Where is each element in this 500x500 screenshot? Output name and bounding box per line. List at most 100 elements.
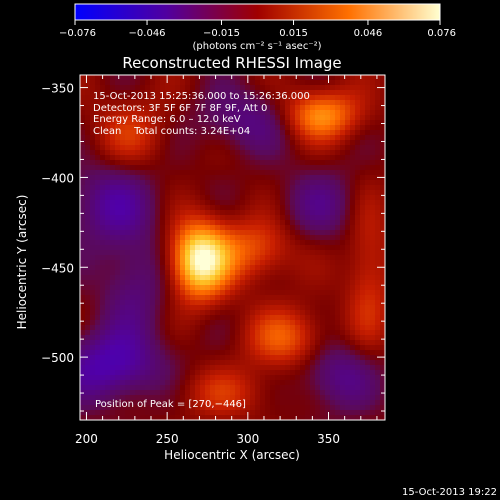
heatmap-cell [140,80,146,86]
heatmap-cell [335,385,341,391]
heatmap-cell [160,165,166,171]
heatmap-cell [155,125,161,131]
heatmap-cell [315,190,321,196]
heatmap-cell [235,365,241,371]
heatmap-cell [370,295,376,301]
heatmap-cell [285,410,291,416]
heatmap-cell [170,285,176,291]
heatmap-cell [260,410,266,416]
heatmap-cell [225,390,231,396]
heatmap-cell [110,120,116,126]
heatmap-cell [285,120,291,126]
heatmap-cell [260,90,266,96]
heatmap-cell [85,150,91,156]
heatmap-cell [285,360,291,366]
heatmap-cell [370,280,376,286]
heatmap-cell [135,95,141,101]
heatmap-cell [190,355,196,361]
heatmap-cell [155,180,161,186]
heatmap-cell [200,410,206,416]
heatmap-cell [125,115,131,121]
heatmap-cell [325,140,331,146]
heatmap-cell [230,195,236,201]
heatmap-cell [160,390,166,396]
heatmap-cell [285,160,291,166]
colorbar-units: (photons cm⁻² s⁻¹ asec⁻²) [192,41,321,52]
heatmap-cell [135,260,141,266]
heatmap-cell [250,270,256,276]
heatmap-cell [150,245,156,251]
heatmap-cell [375,165,381,171]
heatmap-cell [305,115,311,121]
heatmap-cell [155,365,161,371]
heatmap-cell [245,275,251,281]
heatmap-cell [220,110,226,116]
heatmap-cell [270,370,276,376]
heatmap-cell [145,240,151,246]
heatmap-cell [375,350,381,356]
heatmap-cell [360,180,366,186]
annotation-clean-counts: Clean Total counts: 3.24E+04 [93,126,250,137]
heatmap-cell [315,105,321,111]
heatmap-cell [85,245,91,251]
heatmap-cell [330,215,336,221]
heatmap-cell [125,100,131,106]
heatmap-cell [85,95,91,101]
heatmap-cell [210,350,216,356]
heatmap-cell [205,335,211,341]
heatmap-cell [180,370,186,376]
heatmap-cell [210,305,216,311]
heatmap-cell [115,110,121,116]
heatmap-cell [155,195,161,201]
heatmap-cell [340,280,346,286]
heatmap-cell [215,275,221,281]
heatmap-cell [130,280,136,286]
heatmap-cell [275,360,281,366]
heatmap-cell [195,90,201,96]
heatmap-cell [215,255,221,261]
heatmap-cell [350,75,356,81]
heatmap-cell [360,360,366,366]
heatmap-cell [135,145,141,151]
heatmap-cell [340,125,346,131]
heatmap-cell [85,260,91,266]
heatmap-cell [100,410,106,416]
heatmap-cell [245,305,251,311]
heatmap-cell [80,270,86,276]
heatmap-cell [300,280,306,286]
heatmap-cell [95,110,101,116]
heatmap-cell [240,90,246,96]
heatmap-cell [275,150,281,156]
heatmap-cell [150,145,156,151]
heatmap-cell [285,345,291,351]
heatmap-cell [110,330,116,336]
heatmap-cell [365,120,371,126]
heatmap-cell [170,325,176,331]
heatmap-cell [145,160,151,166]
heatmap-cell [380,350,385,356]
heatmap-cell [365,360,371,366]
heatmap-cell [240,210,246,216]
heatmap-cell [185,85,191,91]
heatmap-cell [170,315,176,321]
heatmap-cell [310,225,316,231]
heatmap-cell [125,255,131,261]
heatmap-cell [280,185,286,191]
heatmap-cell [380,120,385,126]
heatmap-cell [250,315,256,321]
heatmap-cell [290,295,296,301]
heatmap-cell [155,320,161,326]
heatmap-cell [95,170,101,176]
heatmap-cell [115,205,121,211]
heatmap-cell [150,165,156,171]
heatmap-cell [310,285,316,291]
heatmap-cell [150,255,156,261]
heatmap-cell [275,90,281,96]
heatmap-cell [100,170,106,176]
heatmap-cell [290,110,296,116]
heatmap-cell [160,385,166,391]
heatmap-cell [115,100,121,106]
heatmap-cell [265,165,271,171]
heatmap-cell [210,110,216,116]
heatmap-cell [215,365,221,371]
